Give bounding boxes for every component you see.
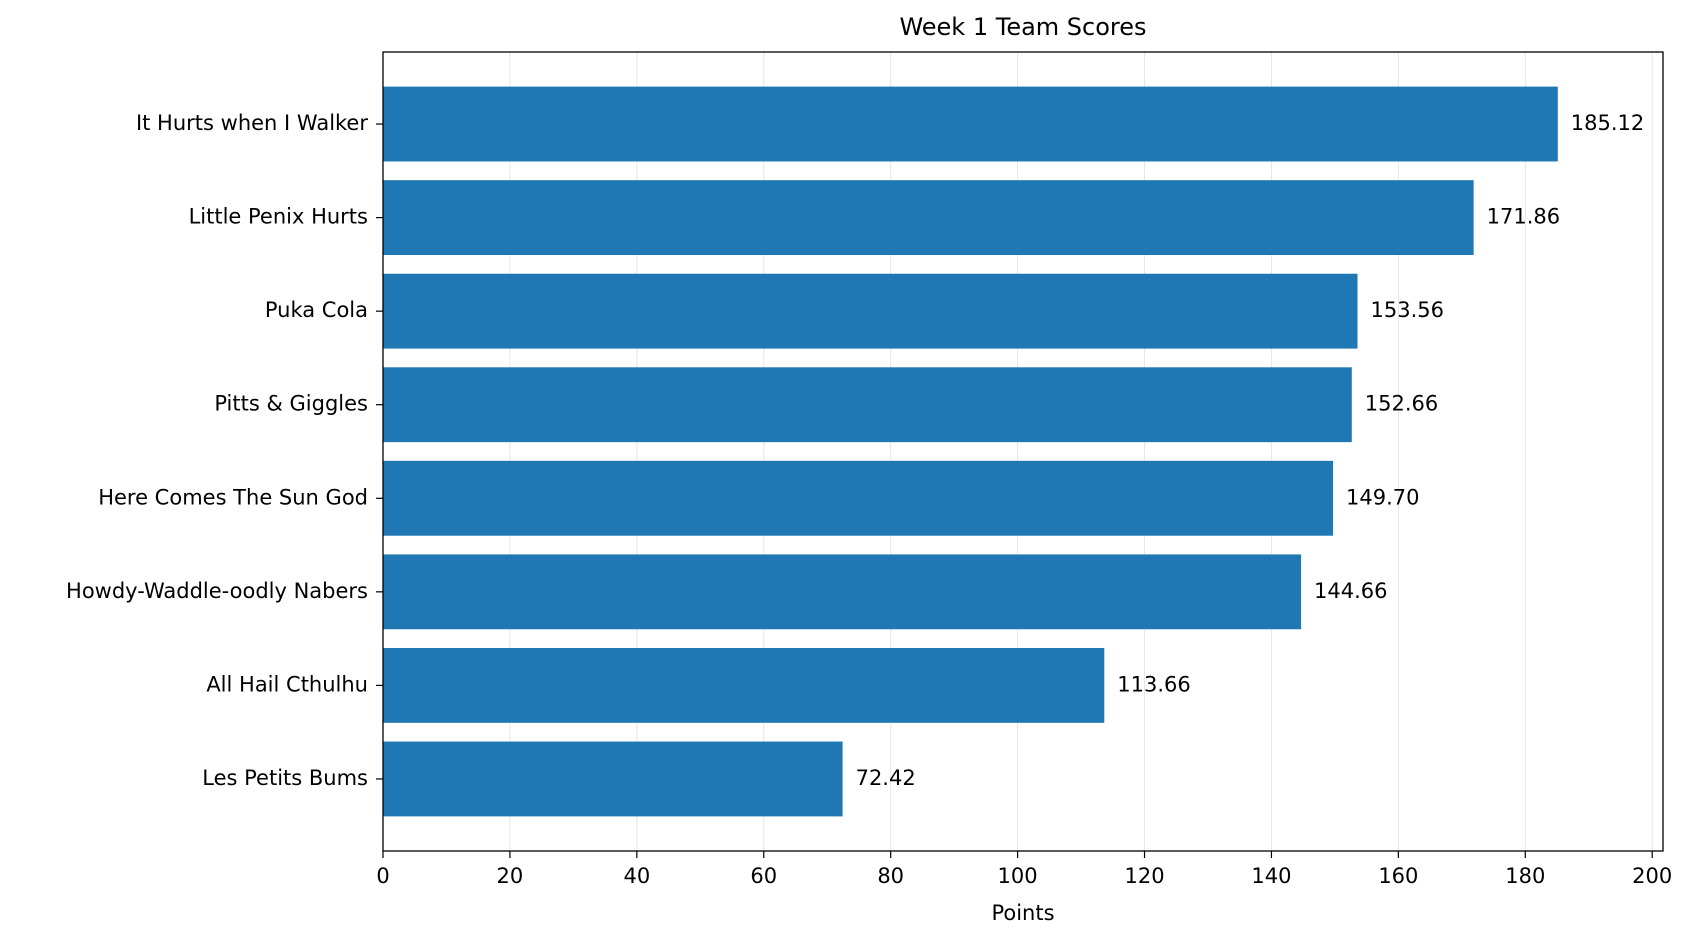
y-tick-label: Howdy-Waddle-oodly Nabers [66,579,368,603]
x-tick-label: 100 [998,864,1038,888]
bar [383,554,1302,630]
bar [383,367,1352,443]
x-tick-label: 60 [750,864,777,888]
value-label: 171.86 [1487,205,1560,229]
y-tick-label: All Hail Cthulhu [206,672,368,696]
value-label: 144.66 [1314,579,1387,603]
plot-frame [382,51,1664,852]
x-tick-label: 40 [623,864,650,888]
value-label: 72.42 [856,766,916,790]
bar [383,741,843,817]
bar [383,86,1558,162]
bar [383,647,1105,723]
y-tick-label: Little Penix Hurts [189,205,368,229]
bar [383,460,1334,536]
y-tick-label: It Hurts when I Walker [136,111,368,135]
y-tick-label: Here Comes The Sun God [98,485,368,509]
bar [383,273,1358,349]
x-tick-label: 200 [1632,864,1672,888]
value-label: 152.66 [1365,392,1438,416]
bar [383,180,1474,256]
x-tick-label: 140 [1251,864,1291,888]
x-tick-label: 160 [1378,864,1418,888]
x-tick-label: 120 [1124,864,1164,888]
x-tick-label: 180 [1505,864,1545,888]
value-label: 113.66 [1117,672,1190,696]
y-tick-label: Les Petits Bums [202,766,368,790]
chart-title: Week 1 Team Scores [899,13,1146,41]
value-label: 149.70 [1346,485,1419,509]
y-tick-label: Puka Cola [265,298,368,322]
value-label: 153.56 [1371,298,1444,322]
value-label: 185.12 [1571,111,1644,135]
x-axis-label: Points [991,901,1054,925]
x-tick-label: 20 [497,864,524,888]
y-tick-label: Pitts & Giggles [214,392,368,416]
x-tick-label: 0 [376,864,389,888]
x-tick-label: 80 [877,864,904,888]
